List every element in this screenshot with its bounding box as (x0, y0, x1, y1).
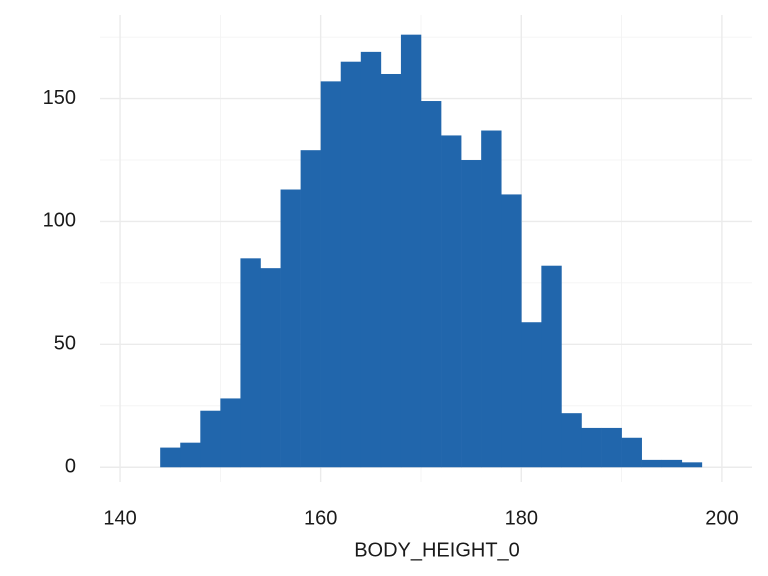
bar (541, 265, 562, 468)
x-tick-label: 200 (705, 507, 738, 529)
bar (441, 135, 462, 468)
y-tick-label: 50 (54, 333, 76, 355)
bar (400, 34, 422, 468)
y-tick-label: 100 (43, 210, 76, 232)
x-axis-title: BODY_HEIGHT_0 (354, 539, 520, 561)
bar (481, 130, 502, 468)
y-tick-label: 150 (43, 87, 76, 109)
bar (681, 462, 703, 468)
bar (180, 442, 201, 468)
bar (501, 194, 522, 468)
bar (581, 427, 602, 468)
bar (380, 73, 402, 468)
bar (340, 61, 362, 468)
bar (461, 160, 482, 468)
bar (420, 101, 442, 468)
bar (260, 268, 281, 468)
x-tick-label: 140 (103, 507, 136, 529)
bar (320, 81, 342, 468)
bar (641, 459, 663, 468)
bar (220, 398, 241, 468)
bar (360, 51, 382, 468)
bar (601, 427, 622, 468)
bar (200, 410, 221, 468)
x-tick-label: 160 (304, 507, 337, 529)
bar (280, 189, 301, 468)
bar (240, 258, 261, 468)
bar (561, 413, 582, 468)
x-tick-label: 180 (505, 507, 538, 529)
bar (521, 322, 542, 468)
bar (160, 447, 181, 468)
bar (300, 150, 321, 468)
y-tick-label: 0 (65, 456, 76, 478)
bar (621, 437, 642, 468)
bar (661, 459, 683, 468)
